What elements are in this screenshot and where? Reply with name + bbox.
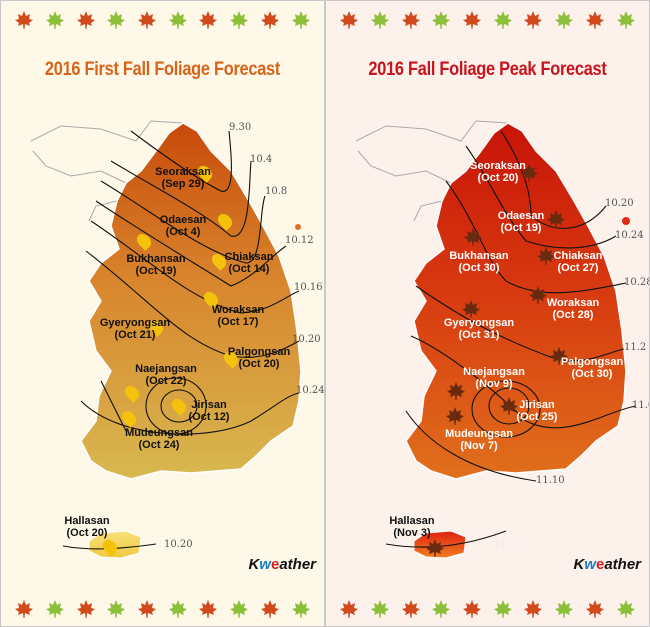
brown-maple-leaf-icon bbox=[426, 539, 444, 557]
isoline-label: 10.20 bbox=[164, 539, 193, 550]
maple-leaf-green-icon bbox=[371, 600, 390, 618]
isoline-label: 10.16 bbox=[294, 282, 323, 293]
peak-foliage-panel: 2016 Fall Foliage Peak Forecast Seoraksa… bbox=[325, 0, 650, 627]
isoline-label: 9.30 bbox=[229, 122, 252, 133]
kweather-logo: Kweather bbox=[573, 556, 641, 573]
mountain-label: Hallasan (Nov 3) bbox=[389, 515, 435, 539]
brown-maple-leaf-icon bbox=[446, 407, 464, 425]
maple-leaf-red-icon bbox=[463, 600, 482, 618]
korea-map bbox=[30, 120, 302, 559]
mountain-label: Seoraksan (Sep 29) bbox=[155, 166, 211, 190]
maple-leaf-red-icon bbox=[524, 600, 543, 618]
brown-maple-leaf-icon bbox=[537, 247, 555, 265]
isoline-label: 11.6 bbox=[632, 400, 649, 411]
isoline-label: 10.4 bbox=[250, 154, 273, 165]
mountain-label: Chiaksan (Oct 27) bbox=[553, 250, 603, 274]
maple-leaf-red-icon bbox=[340, 600, 359, 618]
maple-leaf-green-icon bbox=[230, 600, 249, 618]
maple-leaf-green-icon bbox=[107, 600, 126, 618]
map-title: 2016 First Fall Foliage Forecast bbox=[44, 59, 281, 80]
isoline-label: 10.8 bbox=[265, 186, 288, 197]
mountain-label: Woraksan (Oct 28) bbox=[546, 297, 600, 321]
isoline-label: 10.20 bbox=[292, 334, 321, 345]
leaf-border-bottom bbox=[326, 598, 649, 620]
mountain-label: Palgongsan (Oct 20) bbox=[227, 346, 291, 370]
brown-maple-leaf-icon bbox=[464, 228, 482, 246]
mountain-label: Bukhansan (Oct 19) bbox=[126, 253, 186, 277]
maple-leaf-green-icon bbox=[46, 600, 65, 618]
maple-leaf-red-icon bbox=[199, 600, 218, 618]
maple-leaf-green-icon bbox=[616, 600, 635, 618]
isoline-label: 10.28 bbox=[624, 277, 650, 288]
mountain-label: Palgongsan (Oct 30) bbox=[560, 356, 624, 380]
mountain-label: Woraksan (Oct 17) bbox=[211, 304, 265, 328]
mountain-label: Seoraksan (Oct 20) bbox=[470, 160, 526, 184]
mountain-label: Odaesan (Oct 19) bbox=[497, 210, 545, 234]
maple-leaf-red-icon bbox=[401, 600, 420, 618]
maple-leaf-green-icon bbox=[555, 600, 574, 618]
mountain-label: Bukhansan (Oct 30) bbox=[449, 250, 509, 274]
brown-maple-leaf-icon bbox=[462, 300, 480, 318]
mountain-label: Mudeungsan (Nov 7) bbox=[445, 428, 513, 452]
isoline-label: 10.12 bbox=[285, 235, 314, 246]
isoline-label: 11.10 bbox=[536, 475, 565, 486]
mountain-label: Hallasan (Oct 20) bbox=[64, 515, 110, 539]
maple-leaf-green-icon bbox=[432, 600, 451, 618]
maple-leaf-red-icon bbox=[138, 600, 157, 618]
isoline-label: 10.20 bbox=[605, 198, 634, 209]
brown-maple-leaf-icon bbox=[529, 286, 547, 304]
brown-maple-leaf-icon bbox=[547, 210, 565, 228]
mountain-label: Jirisan (Oct 12) bbox=[188, 399, 230, 423]
maple-leaf-red-icon bbox=[15, 600, 34, 618]
isoline-label: 11.2 bbox=[494, 539, 517, 550]
maple-leaf-red-icon bbox=[585, 600, 604, 618]
mountain-label: Chiaksan (Oct 14) bbox=[224, 251, 274, 275]
isolines bbox=[385, 130, 637, 548]
leaf-border-bottom bbox=[1, 598, 324, 620]
maple-leaf-green-icon bbox=[493, 600, 512, 618]
map-title: 2016 Fall Foliage Peak Forecast bbox=[368, 59, 607, 80]
korea-map bbox=[355, 120, 637, 559]
mountain-label: Naejangsan (Nov 9) bbox=[463, 366, 525, 390]
brown-maple-leaf-icon bbox=[500, 397, 518, 415]
isoline-label: 10.24 bbox=[296, 385, 325, 396]
kweather-logo: Kweather bbox=[248, 556, 316, 573]
mountain-label: Naejangsan (Oct 22) bbox=[135, 363, 197, 387]
maple-leaf-red-icon bbox=[260, 600, 279, 618]
mountain-label: Jirisan (Oct 25) bbox=[516, 399, 558, 423]
maple-leaf-red-icon bbox=[76, 600, 95, 618]
maple-markers bbox=[426, 164, 568, 557]
isoline-label: 11.2 bbox=[624, 342, 647, 353]
maple-leaf-green-icon bbox=[168, 600, 187, 618]
isoline-label: 10.24 bbox=[615, 230, 644, 241]
mountain-label: Gyeryongsan (Oct 31) bbox=[443, 317, 515, 341]
maple-leaf-green-icon bbox=[291, 600, 310, 618]
mountain-label: Odaesan (Oct 4) bbox=[159, 214, 207, 238]
first-foliage-panel: 2016 First Fall Foliage Forecast Seoraks… bbox=[0, 0, 325, 627]
mountain-label: Gyeryongsan (Oct 21) bbox=[99, 317, 171, 341]
mountain-label: Mudeungsan (Oct 24) bbox=[125, 427, 193, 451]
